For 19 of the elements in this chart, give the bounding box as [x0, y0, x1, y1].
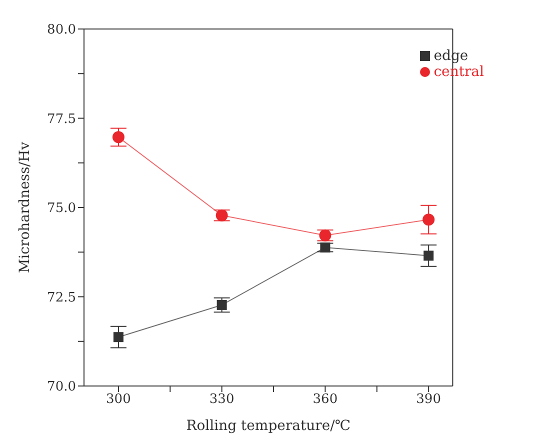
y-tick-label: 77.5	[47, 112, 76, 127]
y-tick-label: 70.0	[47, 380, 76, 395]
x-tick-label: 300	[106, 392, 131, 408]
point	[424, 250, 434, 261]
y-tick-label: 80.0	[47, 22, 76, 38]
y-tick-label: 72.5	[47, 290, 76, 306]
x-tick-label: 360	[312, 392, 338, 408]
point	[216, 209, 228, 222]
x-tick-label: 330	[209, 392, 234, 408]
point	[112, 131, 124, 144]
x-axis-title: Rolling temperature/℃	[186, 418, 351, 434]
y-axis-title: Microhardness/Hv	[16, 142, 33, 274]
point	[216, 300, 227, 310]
x-tick-label: 390	[416, 392, 441, 408]
y-tick-label: 75.0	[47, 201, 76, 216]
point	[113, 332, 124, 342]
point	[319, 229, 332, 242]
point	[422, 214, 435, 226]
point	[320, 242, 330, 252]
